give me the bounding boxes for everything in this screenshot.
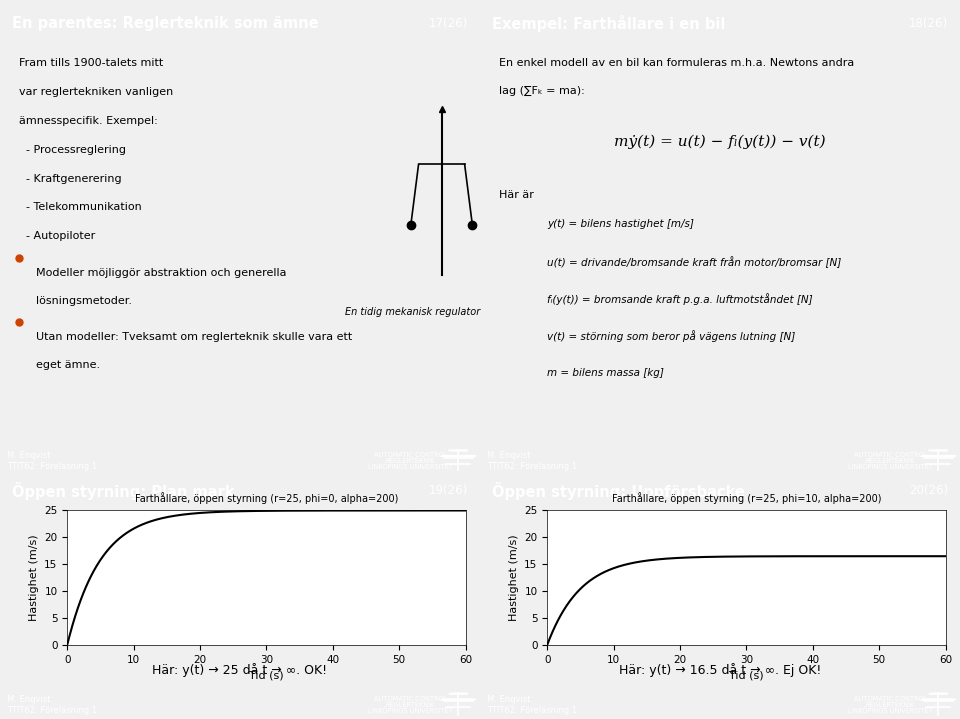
Text: Här: y(t) → 25 då t → ∞. OK!: Här: y(t) → 25 då t → ∞. OK! xyxy=(153,664,327,677)
Text: Fram tills 1900-talets mitt: Fram tills 1900-talets mitt xyxy=(19,58,163,68)
Text: REGLERTEKNIK: REGLERTEKNIK xyxy=(866,702,915,707)
Text: - Autopiloter: - Autopiloter xyxy=(19,232,95,242)
Text: ämnesspecifik. Exempel:: ämnesspecifik. Exempel: xyxy=(19,116,158,126)
Y-axis label: Hastighet (m/s): Hastighet (m/s) xyxy=(509,534,518,621)
Text: lag (∑Fₖ = ma):: lag (∑Fₖ = ma): xyxy=(499,86,585,96)
Text: TTIT62: Föreläsning 1: TTIT62: Föreläsning 1 xyxy=(7,706,97,715)
Text: mẏ(t) = u(t) − fₗ(y(t)) − v(t): mẏ(t) = u(t) − fₗ(y(t)) − v(t) xyxy=(614,134,826,149)
Text: AUTOMATIC CONTROL: AUTOMATIC CONTROL xyxy=(373,696,447,702)
Text: lösningsmetoder.: lösningsmetoder. xyxy=(36,296,132,306)
Text: LINKÖPINGS UNIVERSITET: LINKÖPINGS UNIVERSITET xyxy=(368,463,453,470)
X-axis label: Tid (s): Tid (s) xyxy=(249,670,284,680)
Circle shape xyxy=(938,699,955,700)
Text: En enkel modell av en bil kan formuleras m.h.a. Newtons andra: En enkel modell av en bil kan formuleras… xyxy=(499,58,854,68)
Circle shape xyxy=(938,455,955,457)
Text: REGLERTEKNIK: REGLERTEKNIK xyxy=(386,702,435,707)
Text: TTIT62: Föreläsning 1: TTIT62: Föreläsning 1 xyxy=(487,706,577,715)
Text: Här: y(t) → 16.5 då t → ∞. Ej OK!: Här: y(t) → 16.5 då t → ∞. Ej OK! xyxy=(619,664,821,677)
Circle shape xyxy=(928,450,948,451)
Text: Exempel: Farthållare i en bil: Exempel: Farthållare i en bil xyxy=(492,14,726,32)
Text: u(t) = drivande/bromsande kraft från motor/bromsar [N]: u(t) = drivande/bromsande kraft från mot… xyxy=(547,256,842,267)
Text: REGLERTEKNIK: REGLERTEKNIK xyxy=(386,458,435,464)
Text: Modeller möjliggör abstraktion och generella: Modeller möjliggör abstraktion och gener… xyxy=(36,268,286,278)
Text: y(t) = bilens hastighet [m/s]: y(t) = bilens hastighet [m/s] xyxy=(547,219,694,229)
Text: M. Enqvist: M. Enqvist xyxy=(7,695,51,704)
Circle shape xyxy=(922,455,939,457)
Text: Här är: Här är xyxy=(499,191,534,201)
Text: fₗ(y(t)) = bromsande kraft p.g.a. luftmotståndet [N]: fₗ(y(t)) = bromsande kraft p.g.a. luftmo… xyxy=(547,293,813,305)
Text: En parentes: Reglerteknik som ämne: En parentes: Reglerteknik som ämne xyxy=(12,16,319,30)
Text: En tidig mekanisk regulator: En tidig mekanisk regulator xyxy=(346,307,480,317)
Y-axis label: Hastighet (m/s): Hastighet (m/s) xyxy=(29,534,38,621)
Text: TTIT62: Föreläsning 1: TTIT62: Föreläsning 1 xyxy=(7,462,97,471)
Text: AUTOMATIC CONTROL: AUTOMATIC CONTROL xyxy=(373,452,447,459)
Text: Utan modeller: Tveksamt om reglerteknik skulle vara ett: Utan modeller: Tveksamt om reglerteknik … xyxy=(36,332,352,342)
Text: M. Enqvist: M. Enqvist xyxy=(487,452,531,460)
Text: 20(26): 20(26) xyxy=(909,484,948,498)
Circle shape xyxy=(459,455,475,457)
Text: LINKÖPINGS UNIVERSITET: LINKÖPINGS UNIVERSITET xyxy=(848,707,933,714)
Circle shape xyxy=(448,693,468,695)
Text: Öppen styrning: Plan mark: Öppen styrning: Plan mark xyxy=(12,482,234,500)
Circle shape xyxy=(928,693,948,695)
Text: LINKÖPINGS UNIVERSITET: LINKÖPINGS UNIVERSITET xyxy=(368,707,453,714)
Text: 17(26): 17(26) xyxy=(429,17,468,29)
Title: Farthållare, öppen styrning (r=25, phi=0, alpha=200): Farthållare, öppen styrning (r=25, phi=0… xyxy=(134,493,398,504)
Text: 19(26): 19(26) xyxy=(429,484,468,498)
Text: AUTOMATIC CONTROL: AUTOMATIC CONTROL xyxy=(853,696,927,702)
Circle shape xyxy=(448,450,468,451)
Text: v(t) = störning som beror på vägens lutning [N]: v(t) = störning som beror på vägens lutn… xyxy=(547,331,796,342)
Text: - Telekommunikation: - Telekommunikation xyxy=(19,203,142,213)
Text: - Processreglering: - Processreglering xyxy=(19,145,126,155)
Text: LINKÖPINGS UNIVERSITET: LINKÖPINGS UNIVERSITET xyxy=(848,463,933,470)
Text: M. Enqvist: M. Enqvist xyxy=(487,695,531,704)
Text: eget ämne.: eget ämne. xyxy=(36,360,100,370)
Text: var reglertekniken vanligen: var reglertekniken vanligen xyxy=(19,87,174,97)
Circle shape xyxy=(442,699,459,700)
Text: m = bilens massa [kg]: m = bilens massa [kg] xyxy=(547,368,664,377)
Circle shape xyxy=(459,699,475,700)
X-axis label: Tid (s): Tid (s) xyxy=(729,670,764,680)
Text: 18(26): 18(26) xyxy=(909,17,948,29)
Text: AUTOMATIC CONTROL: AUTOMATIC CONTROL xyxy=(853,452,927,459)
Circle shape xyxy=(442,455,459,457)
Circle shape xyxy=(922,699,939,700)
Text: M. Enqvist: M. Enqvist xyxy=(7,452,51,460)
Title: Farthållare, öppen styrning (r=25, phi=10, alpha=200): Farthållare, öppen styrning (r=25, phi=1… xyxy=(612,493,881,504)
Text: TTIT62: Föreläsning 1: TTIT62: Föreläsning 1 xyxy=(487,462,577,471)
Text: Öppen styrning: Uppförsbacke: Öppen styrning: Uppförsbacke xyxy=(492,482,745,500)
Text: - Kraftgenerering: - Kraftgenerering xyxy=(19,173,122,183)
Text: REGLERTEKNIK: REGLERTEKNIK xyxy=(866,458,915,464)
